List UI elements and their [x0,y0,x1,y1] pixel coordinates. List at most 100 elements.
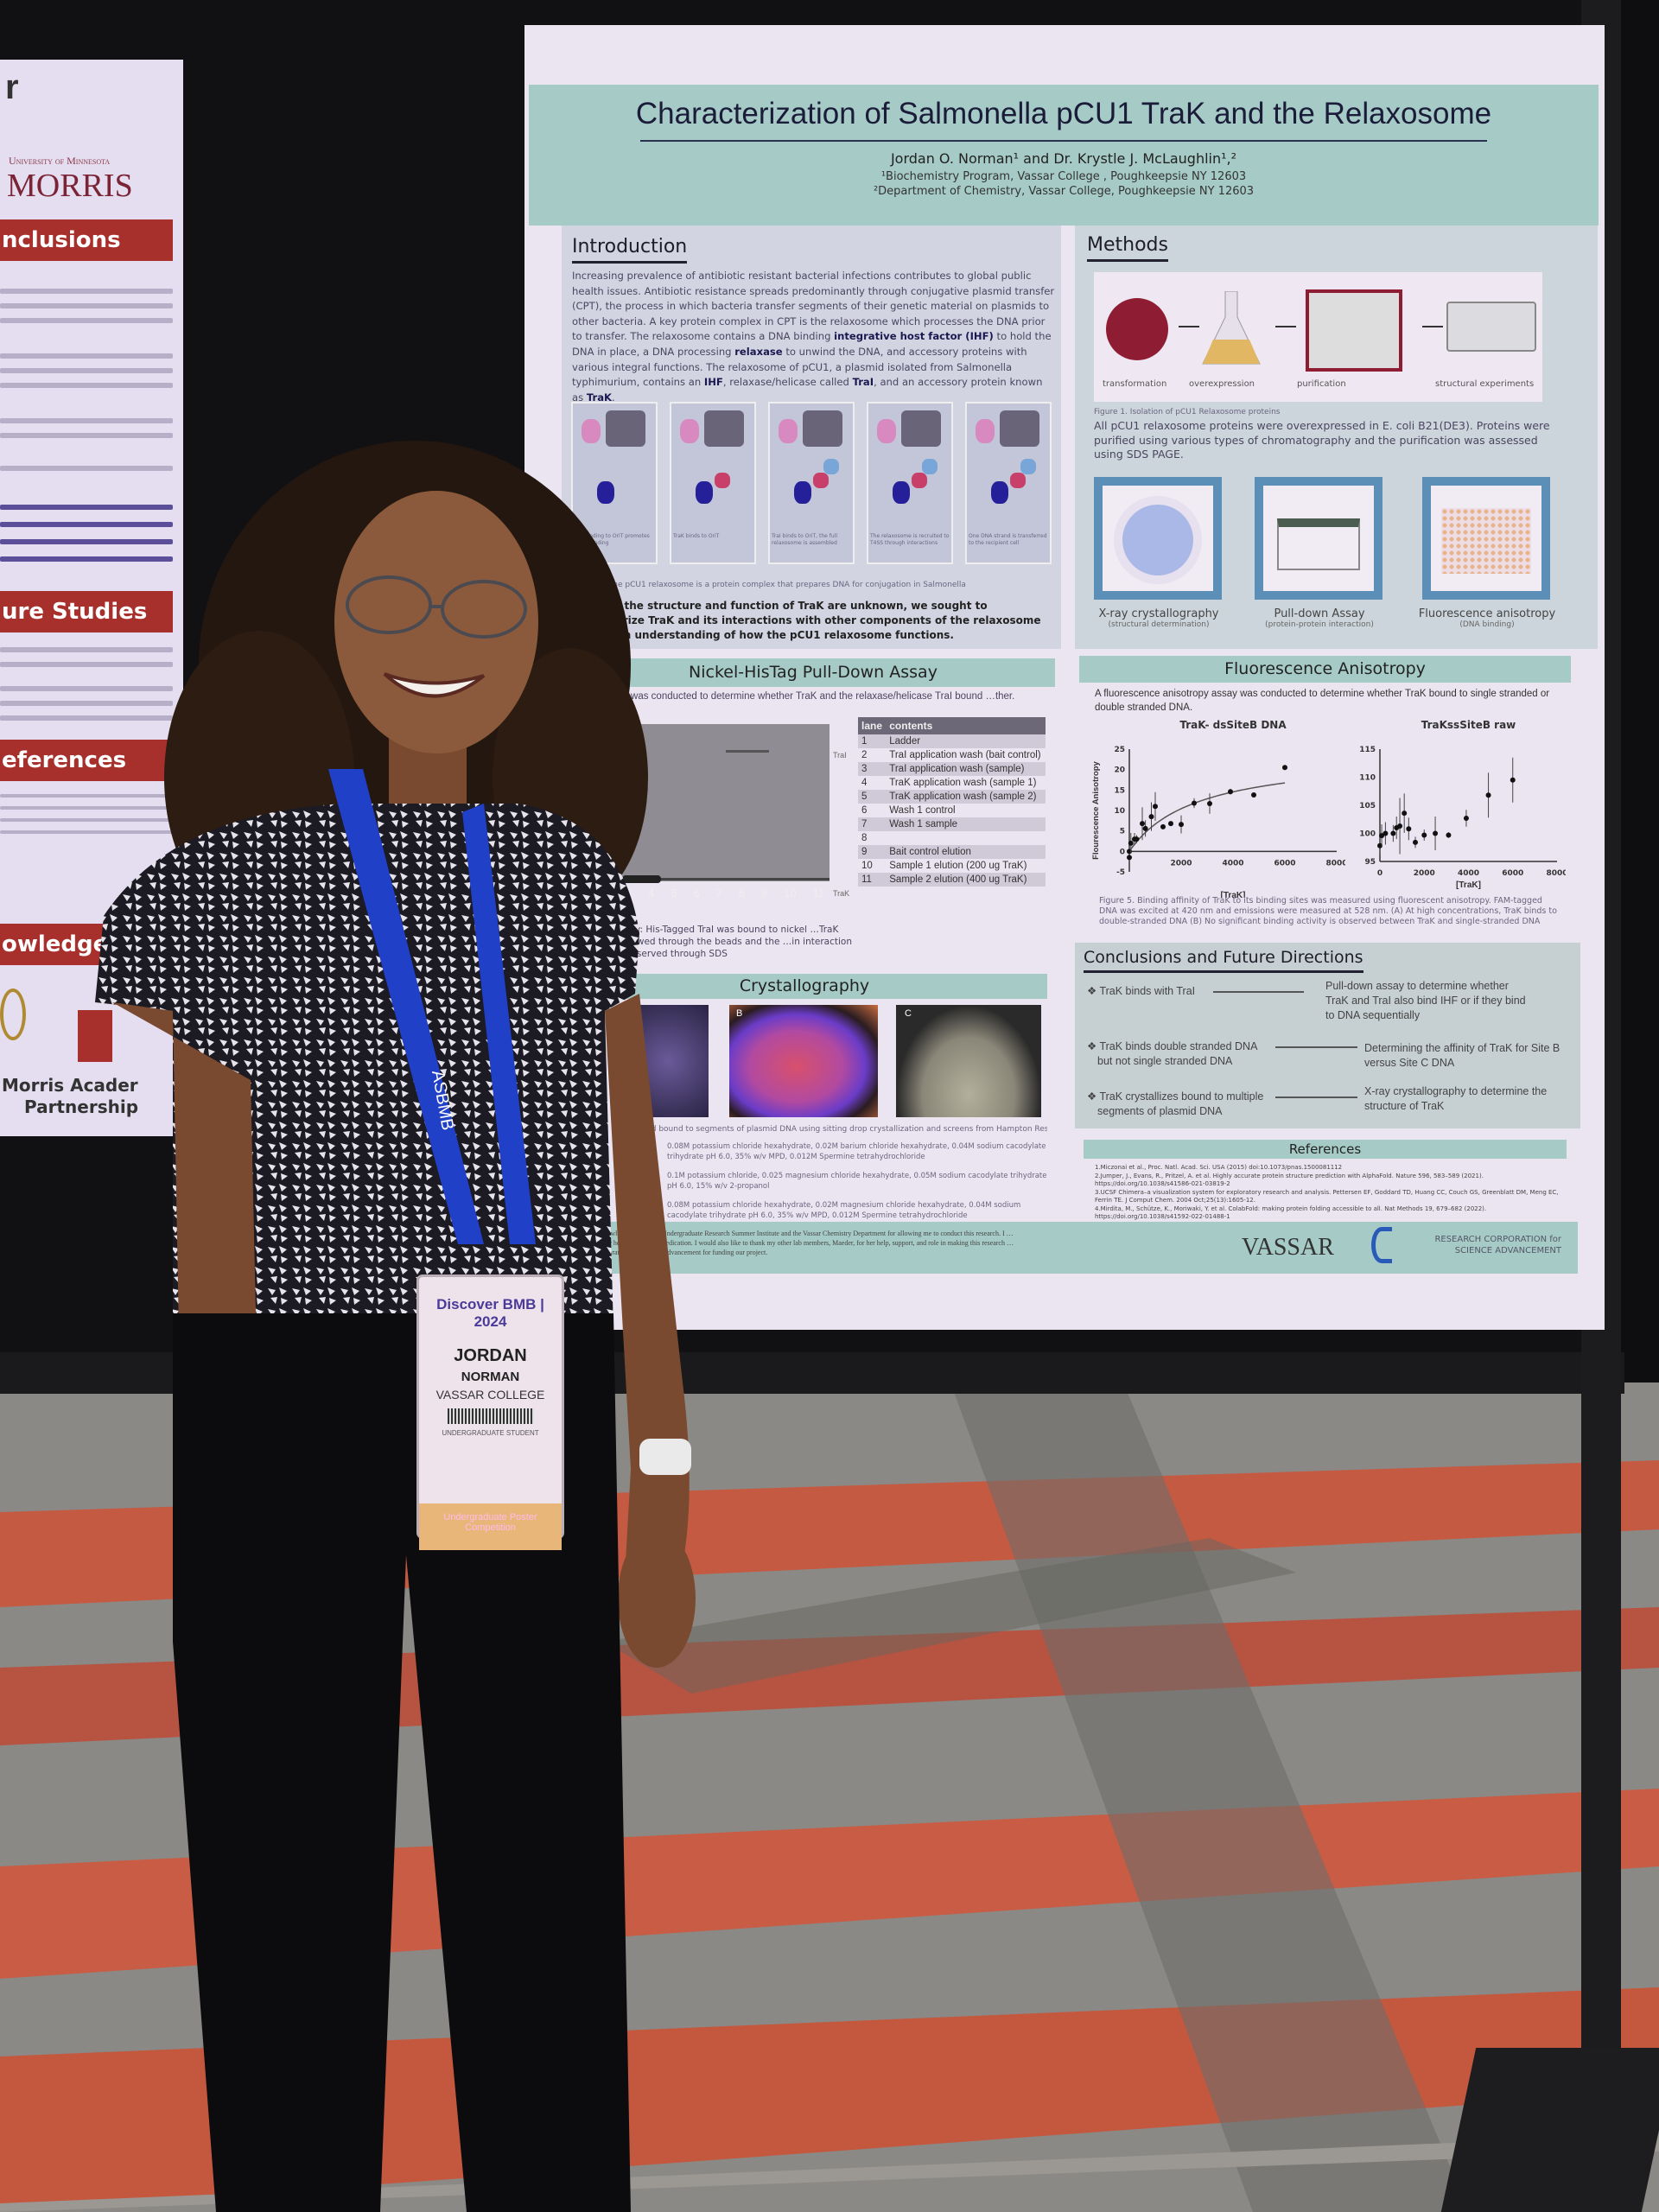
methods-box-label: Pull-down Assay (protein-protein interact… [1265,607,1374,629]
chart-title: TraK- dsSiteB DNA [1179,719,1287,731]
relaxosome-panel: The relaxosome is recruited to T4SS thro… [867,402,953,564]
left-poster-logo-red [78,1010,112,1062]
conclusion-future-direction: X-ray crystallography to determine the s… [1364,1085,1548,1112]
right-hand [618,1529,696,1668]
y-tick-label: 95 [1364,858,1376,867]
lane-contents-cell: TraI application wash (bait control) [889,750,1041,760]
data-point [1228,789,1233,795]
fluorescence-heading: Fluorescence Anisotropy [1079,656,1571,683]
x-tick-label: 8000 [1325,859,1345,868]
introduction-heading: Introduction [572,236,688,264]
table-row: 2 TraI application wash (bait control) [858,748,1046,762]
trai-icon [922,459,938,474]
t4cp-icon [779,419,798,443]
lane-number-cell: 2 [861,750,868,760]
data-point [1485,792,1491,798]
t4ss-icon [901,410,941,447]
data-point [1510,777,1516,783]
conclusions-heading: Conclusions and Future Directions [1084,948,1363,973]
pulldown-text: …own assay was conducted to determine wh… [571,691,1015,702]
y-tick-label: 25 [1114,746,1125,754]
reference-item: 3.UCSF Chimera–a visualization system fo… [1095,1188,1559,1205]
lane-contents-cell: Bait control elution [886,845,1046,859]
introduction-figure-caption: Figure 1. The pCU1 relaxosome is a prote… [572,581,966,589]
ihf-icon [893,481,910,504]
data-point [1251,792,1256,798]
relaxosome-panel-caption: One DNA strand is transferred to the rec… [969,533,1047,546]
t4ss-icon [1000,410,1039,447]
y-tick-label: 0 [1120,848,1125,856]
badge-role: UNDERGRADUATE STUDENT [442,1429,539,1437]
face [334,491,538,753]
t4cp-icon [877,419,896,443]
gel-lane-number: 6 [693,887,700,899]
methods-step-label: purification [1297,379,1346,389]
methods-figure-caption: Figure 1. Isolation of pCU1 Relaxosome p… [1094,408,1281,416]
rcsa-logo: RESEARCH CORPORATION for SCIENCE ADVANCE… [1434,1235,1561,1255]
table-row: 6 Wash 1 control [858,804,1046,817]
lane-contents-cell: TraI application wash (sample) [886,762,1046,776]
badge-institution: VASSAR COLLEGE [435,1388,545,1402]
introduction-aim: Because the structure and function of Tr… [572,600,1041,641]
data-point [1179,822,1184,828]
data-point [1282,765,1287,771]
t4cp-icon [976,419,995,443]
lane-number-cell: 5 [858,790,887,804]
x-tick-label: 0 [1377,869,1382,878]
left-poster-university: University of Minnesota [9,155,111,167]
x-axis-label: [TraK] [1456,880,1481,890]
left-poster-campus: MORRIS [7,168,133,204]
y-tick-label: 105 [1359,802,1376,810]
watch [639,1439,691,1475]
poster-affiliation-1: ¹Biochemistry Program, Vassar College , … [880,170,1247,183]
x-tick-label: 4000 [1458,869,1479,878]
data-point [1433,830,1439,836]
lane-contents-cell: Sample 2 elution (400 ug TraK) [886,873,1046,887]
methods-step-label: structural experiments [1435,379,1535,389]
lane-number-cell: 4 [861,778,868,788]
lane-number-cell: 7 [858,817,887,831]
rcsa-logo-icon [1371,1227,1392,1263]
y-tick-label: 20 [1114,766,1125,775]
lane-number-cell: 6 [861,805,868,816]
data-point [1192,800,1197,806]
smile [383,672,486,698]
methods-step-label: overexpression [1189,379,1255,389]
name-badge: Discover BMB | 2024 JORDAN NORMAN VASSAR… [419,1277,562,1550]
table-row: 4 TraK application wash (sample 1) [858,776,1046,790]
data-point [1382,830,1389,836]
data-point [1413,839,1418,845]
relaxosome-panel: TraK binds to OriT [670,402,756,564]
conclusion-arrow-line [1275,1046,1357,1048]
table-row: 5 TraK application wash (sample 2) [858,790,1046,804]
data-point [1168,821,1173,827]
table-row: 11 Sample 2 elution (400 ug TraK) [858,873,1046,887]
reference-item: 2.Jumper, J., Evans, R., Pritzel, A. et … [1095,1172,1484,1188]
crystallography-heading: Crystallography [562,974,1047,999]
methods-text: All pCU1 relaxosome proteins were overex… [1094,419,1550,461]
trak-icon [813,473,829,488]
references-heading: References [1084,1140,1567,1159]
poster-title: Characterization of Salmonella pCU1 TraK… [635,97,1492,130]
petri-dish-icon [1106,298,1168,360]
lane-number-cell: 10 [861,861,873,871]
table-header-contents: contents [886,717,1046,734]
instrument-icon [1446,302,1536,352]
research-poster: Characterization of Salmonella pCU1 TraK… [524,25,1605,1330]
t4ss-icon [704,410,744,447]
lane-contents-cell: TraK application wash (sample 2) [886,790,1046,804]
flask-icon [1202,291,1261,365]
ihf-icon [991,481,1008,504]
relaxosome-panel: One DNA strand is transferred to the rec… [965,402,1052,564]
left-poster: r University of Minnesota MORRIS nclusio… [0,60,183,1136]
gel-lane-number: 11 [812,887,824,899]
gel-lane-number: 9 [760,887,768,899]
left-poster-section-future-studies: ure Studies [0,591,173,632]
gel-lane-number: 5 [671,887,677,899]
pulldown-heading: Nickel-HisTag Pull-Down Assay [571,658,1055,687]
y-tick-label: 110 [1359,774,1376,783]
lane-number-cell: 1 [858,734,887,748]
methods-step-label: transformation [1103,379,1167,389]
title-band: Characterization of Salmonella pCU1 TraK… [529,85,1599,226]
